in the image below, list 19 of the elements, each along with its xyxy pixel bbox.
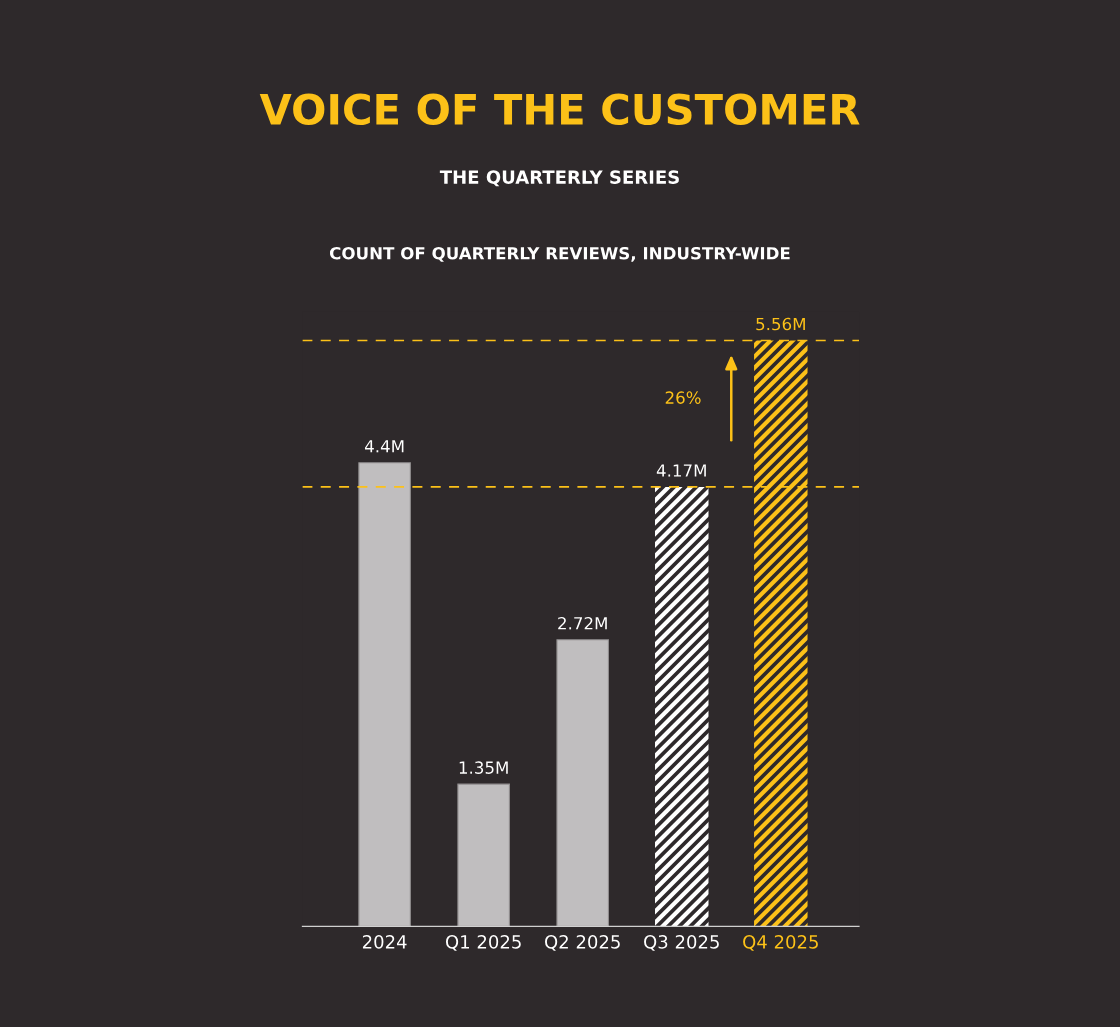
x-tick-label: Q4 2025 <box>743 935 818 951</box>
bar <box>457 783 510 927</box>
x-tick-label: Q2 2025 <box>545 935 620 951</box>
data-label: 5.56M <box>756 317 805 331</box>
x-tick-label: Q3 2025 <box>644 935 719 951</box>
text: COUNT OF QUARTERLY REVIEWS, INDUSTRY-WIDE <box>330 246 790 262</box>
x-tick-label: Q1 2025 <box>445 935 521 951</box>
x-tick-label: 2024 <box>362 935 407 949</box>
data-label: 4.4M <box>364 440 404 453</box>
bar <box>358 462 411 927</box>
bar <box>556 639 610 927</box>
bar <box>754 340 808 927</box>
bar <box>655 486 709 927</box>
data-label: 1.35M <box>459 761 508 774</box>
chart-title: VOICE OF THE CUSTOMER <box>259 93 860 126</box>
annotation: 26% <box>665 391 701 404</box>
data-label: 4.17M <box>656 464 706 477</box>
data-label: 2.72M <box>558 616 607 630</box>
chart-subtitle: THE QUARTERLY SERIES <box>439 170 679 187</box>
